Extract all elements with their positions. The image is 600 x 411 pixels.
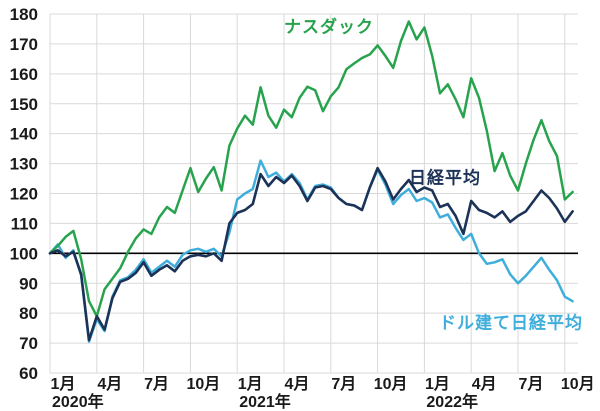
x-year-label: 2020年 xyxy=(52,392,104,411)
x-tick-label: 1月 xyxy=(51,375,76,393)
x-tick-label: 7月 xyxy=(331,375,356,393)
y-tick-label: 90 xyxy=(19,274,38,293)
x-tick-label: 7月 xyxy=(519,375,544,393)
y-tick-label: 140 xyxy=(10,125,38,144)
x-year-label: 2022年 xyxy=(426,392,478,411)
x-tick-label: 4月 xyxy=(285,375,310,393)
x-tick-label: 1月 xyxy=(425,375,450,393)
y-tick-label: 150 xyxy=(10,95,38,114)
y-tick-label: 170 xyxy=(10,35,38,54)
y-tick-label: 160 xyxy=(10,65,38,84)
y-tick-label: 130 xyxy=(10,155,38,174)
x-tick-label: 10月 xyxy=(374,375,408,393)
y-tick-label: 100 xyxy=(10,244,38,263)
series-label-dollar-nikkei: ドル建て日経平均 xyxy=(439,313,583,333)
y-tick-label: 180 xyxy=(10,5,38,24)
x-tick-label: 10月 xyxy=(561,375,595,393)
x-tick-label: 4月 xyxy=(97,375,122,393)
x-tick-label: 1月 xyxy=(238,375,263,393)
y-tick-label: 70 xyxy=(19,334,38,353)
y-tick-label: 80 xyxy=(19,304,38,323)
series-line-0 xyxy=(48,20,574,318)
x-tick-label: 4月 xyxy=(472,375,497,393)
x-tick-label: 10月 xyxy=(186,375,220,393)
series-line-2 xyxy=(48,166,574,342)
x-tick-label: 7月 xyxy=(144,375,169,393)
x-year-label: 2021年 xyxy=(239,392,291,411)
y-tick-label: 60 xyxy=(19,364,38,383)
series-label-nasdaq: ナスダック xyxy=(284,17,374,37)
y-tick-label: 120 xyxy=(10,185,38,204)
series-label-nikkei: 日経平均 xyxy=(409,168,481,188)
y-tick-label: 110 xyxy=(11,214,38,233)
